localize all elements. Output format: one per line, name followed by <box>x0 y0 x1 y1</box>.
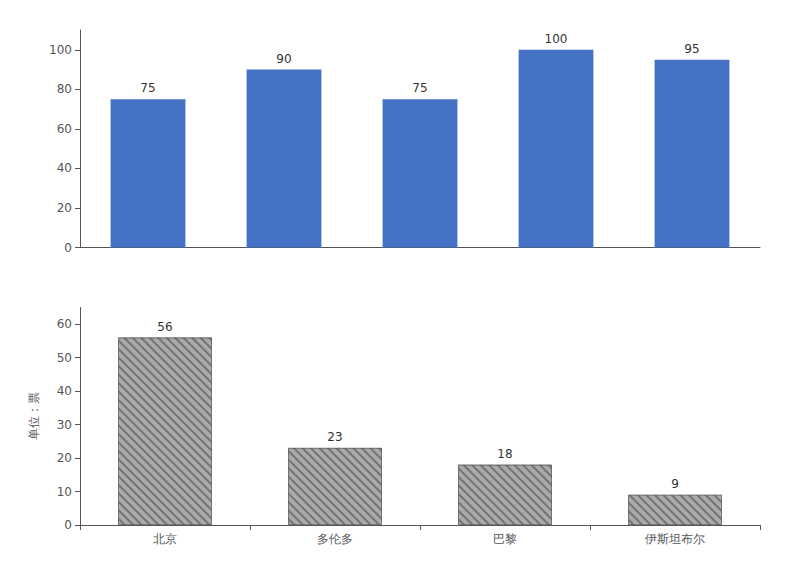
svg-text:巴黎: 巴黎 <box>493 532 517 546</box>
svg-text:0: 0 <box>64 518 72 532</box>
svg-text:20: 20 <box>57 451 72 465</box>
svg-text:20: 20 <box>57 201 72 215</box>
svg-text:80: 80 <box>57 82 72 96</box>
svg-text:40: 40 <box>57 161 72 175</box>
svg-text:90: 90 <box>276 52 291 66</box>
svg-text:单位：票: 单位：票 <box>27 392 41 440</box>
svg-text:9: 9 <box>671 477 679 491</box>
svg-text:多伦多: 多伦多 <box>317 532 353 546</box>
svg-text:北京: 北京 <box>153 532 177 546</box>
svg-text:95: 95 <box>684 42 699 56</box>
svg-text:18: 18 <box>497 447 512 461</box>
svg-text:100: 100 <box>545 32 568 46</box>
svg-text:30: 30 <box>57 418 72 432</box>
svg-text:0: 0 <box>64 241 72 255</box>
svg-text:10: 10 <box>57 485 72 499</box>
svg-text:75: 75 <box>140 81 155 95</box>
svg-text:50: 50 <box>57 351 72 365</box>
svg-text:60: 60 <box>57 317 72 331</box>
svg-text:100: 100 <box>49 43 72 57</box>
svg-text:23: 23 <box>327 430 342 444</box>
svg-text:75: 75 <box>412 81 427 95</box>
svg-text:40: 40 <box>57 384 72 398</box>
svg-text:56: 56 <box>157 320 172 334</box>
svg-text:伊斯坦布尔: 伊斯坦布尔 <box>645 532 705 546</box>
svg-text:60: 60 <box>57 122 72 136</box>
